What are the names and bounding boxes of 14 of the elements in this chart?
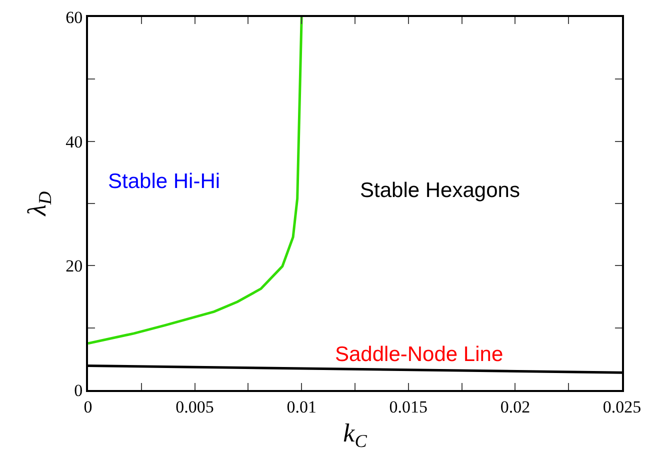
y-tick-label: 60	[66, 8, 83, 27]
x-axis-title: k$_{C}$	[343, 418, 368, 452]
annotation: Stable Hi-Hi	[108, 170, 220, 193]
annotation: Stable Hexagons	[360, 179, 520, 202]
annotation: Saddle-Node Line	[335, 343, 504, 366]
line-series	[88, 17, 303, 345]
x-tick-label: 0.025	[602, 397, 642, 416]
y-tick-label: 0	[74, 380, 83, 400]
x-tick-label: 0.01	[286, 397, 316, 416]
x-tick-label: 0.02	[500, 397, 530, 416]
y-tick-label: 40	[66, 132, 83, 152]
x-tick-label: 0.005	[176, 397, 214, 416]
x-tick-label: 0.015	[389, 397, 428, 416]
y-tick-label: 20	[66, 256, 83, 276]
